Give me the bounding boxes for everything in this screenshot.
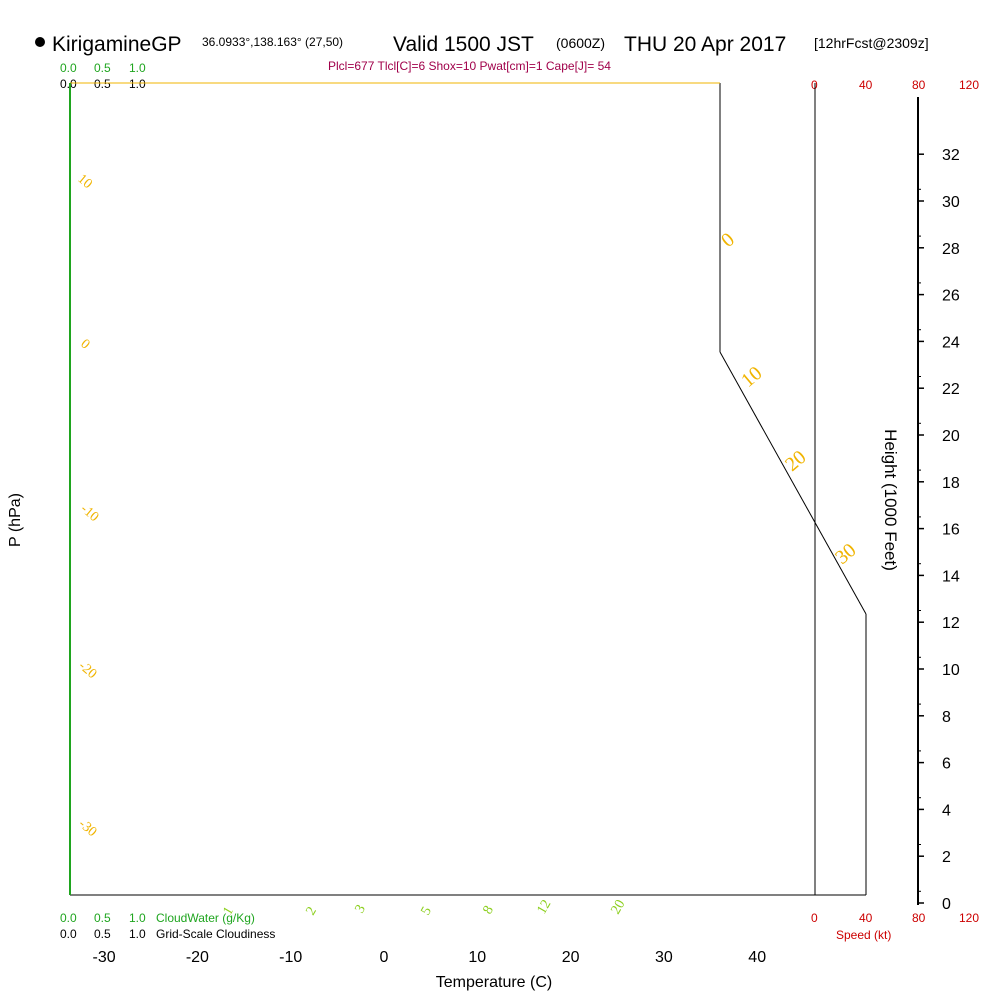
- mixing-ratio-label: 8: [480, 903, 496, 917]
- isotherm-label: 0: [77, 337, 92, 353]
- isotherm-label: 20: [781, 446, 810, 476]
- cloudwater-tick-top-1: 0.5: [94, 61, 111, 75]
- height-tick-label: 0: [942, 896, 951, 913]
- station-marker: [35, 37, 45, 47]
- temperature-tick-label: -30: [93, 949, 116, 966]
- cloudiness-tick-bottom-0: 0.0: [60, 927, 77, 941]
- temperature-tick-label: 10: [468, 949, 486, 966]
- cloudiness-tick-bottom-2: 1.0: [129, 927, 146, 941]
- station-name: KirigamineGP: [52, 33, 182, 56]
- cloudwater-tick-top-0: 0.0: [60, 61, 77, 75]
- cloudwater-tick-bottom-0: 0.0: [60, 911, 77, 925]
- temperature-tick-label: 30: [655, 949, 673, 966]
- windspeed-tick-top-3: 120: [959, 78, 979, 92]
- temperature-tick-label: 40: [748, 949, 766, 966]
- isotherm-label: -30: [75, 817, 99, 840]
- mixing-ratio-label: 2: [303, 904, 319, 918]
- station-coords: 36.0933°,138.163° (27,50): [202, 35, 343, 49]
- height-tick-label: 4: [942, 802, 951, 819]
- windspeed-tick-bottom-2: 80: [912, 911, 926, 925]
- cloudwater-tick-bottom-2: 1.0: [129, 911, 146, 925]
- height-tick-label: 6: [942, 756, 951, 773]
- isotherm-label: 30: [831, 539, 860, 569]
- temperature-tick-label: -20: [186, 949, 209, 966]
- valid-time: Valid 1500 JST: [393, 33, 534, 56]
- x-axis-title: Temperature (C): [436, 974, 552, 991]
- temperature-tick-label: -10: [279, 949, 302, 966]
- height-tick-label: 32: [942, 147, 960, 164]
- windspeed-tick-bottom-1: 40: [859, 911, 873, 925]
- height-tick-label: 24: [942, 334, 960, 351]
- isotherm-label: 10: [74, 172, 94, 192]
- y-axis-title: P (hPa): [7, 493, 24, 547]
- height-tick-label: 22: [942, 381, 960, 398]
- mixing-ratio-label: 20: [608, 897, 628, 917]
- mixing-ratio-label: 5: [418, 904, 434, 918]
- cloudwater-label: CloudWater (g/Kg): [156, 911, 255, 925]
- windspeed-tick-top-1: 40: [859, 78, 873, 92]
- height-tick-label: 8: [942, 709, 951, 726]
- right-boundary-skew: [719, 351, 867, 615]
- valid-date: THU 20 Apr 2017: [624, 33, 786, 56]
- cloudwater-tick-bottom-1: 0.5: [94, 911, 111, 925]
- windspeed-tick-bottom-0: 0: [811, 911, 818, 925]
- height-tick-label: 14: [942, 568, 960, 585]
- cloudiness-label: Grid-Scale Cloudiness: [156, 927, 275, 941]
- height-tick-label: 16: [942, 522, 960, 539]
- cloudiness-tick-top-2: 1.0: [129, 77, 146, 91]
- height-tick-label: 28: [942, 241, 960, 258]
- height-tick-label: 2: [942, 849, 951, 866]
- cloudiness-tick-bottom-1: 0.5: [94, 927, 111, 941]
- forecast-label: [12hrFcst@2309z]: [814, 35, 929, 51]
- temperature-tick-label: 0: [380, 949, 389, 966]
- cloudiness-tick-top-0: 0.0: [60, 77, 77, 91]
- height-tick-label: 20: [942, 428, 960, 445]
- isotherm-label: -20: [75, 659, 99, 682]
- cloudwater-tick-top-2: 1.0: [129, 61, 146, 75]
- height-tick-label: 26: [942, 288, 960, 305]
- isotherm-label: 10: [737, 362, 766, 392]
- height-tick-label: 30: [942, 194, 960, 211]
- height-tick-label: 18: [942, 475, 960, 492]
- isotherm-label: -10: [77, 502, 101, 525]
- mixing-ratio-label: 12: [534, 897, 554, 917]
- height-tick-label: 12: [942, 615, 960, 632]
- windspeed-tick-top-2: 80: [912, 78, 926, 92]
- stability-indices: Plcl=677 Tlcl[C]=6 Shox=10 Pwat[cm]=1 Ca…: [328, 59, 611, 73]
- plot-frame: [69, 82, 867, 896]
- valid-utc: (0600Z): [556, 35, 605, 51]
- windspeed-tick-bottom-3: 120: [959, 911, 979, 925]
- height-tick-label: 10: [942, 662, 960, 679]
- height-axis-title: Height (1000 Feet): [881, 429, 900, 571]
- windspeed-label: Speed (kt): [836, 928, 891, 942]
- cloudiness-tick-top-1: 0.5: [94, 77, 111, 91]
- temperature-tick-label: 20: [562, 949, 580, 966]
- mixing-ratio-label: 3: [352, 902, 368, 916]
